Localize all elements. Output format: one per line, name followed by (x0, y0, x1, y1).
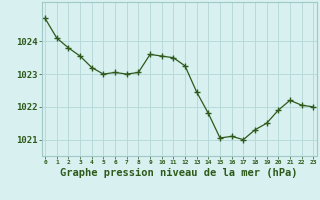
X-axis label: Graphe pression niveau de la mer (hPa): Graphe pression niveau de la mer (hPa) (60, 168, 298, 178)
